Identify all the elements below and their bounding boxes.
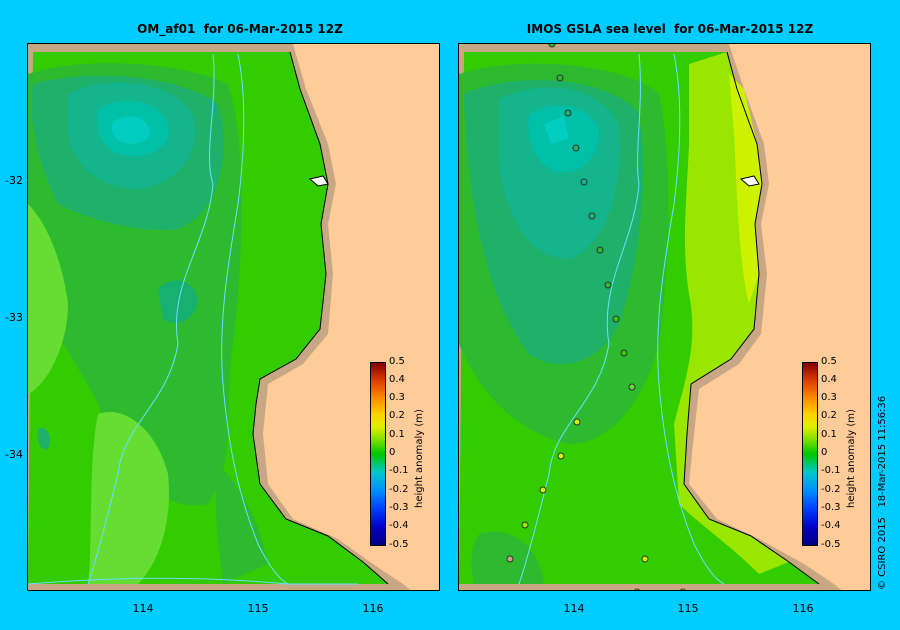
track-point — [521, 521, 529, 529]
contour-fill — [729, 74, 762, 304]
island — [308, 175, 329, 187]
colorbar-tick: -0.4 — [821, 520, 841, 531]
contour-fill — [544, 116, 569, 144]
bathymetry-line — [221, 53, 289, 585]
colorbar-tick: -0.1 — [389, 465, 409, 476]
bathymetry-line — [28, 577, 358, 585]
track-point — [557, 452, 565, 460]
contour-fill — [28, 204, 68, 394]
colorbar-tick: 0.1 — [821, 429, 837, 440]
track-point — [612, 315, 620, 323]
colorbar-tick: 0.1 — [389, 429, 405, 440]
colorbar-tick: 0.3 — [389, 392, 405, 403]
contour-fill — [37, 428, 50, 450]
colorbar-tick: 0 — [821, 447, 828, 458]
track-point — [556, 74, 564, 82]
track-point — [620, 349, 628, 357]
left-map-svg — [28, 44, 439, 590]
colorbar-label: height anomaly (m) — [846, 409, 857, 508]
track-point — [641, 555, 649, 563]
altimeter-track — [506, 44, 686, 590]
colorbar-tick: 0.5 — [821, 356, 837, 367]
track-point — [548, 44, 556, 48]
coastline — [683, 51, 820, 585]
colorbar-right — [802, 362, 818, 546]
colorbar-tick: 0.3 — [821, 392, 837, 403]
right-panel-title: IMOS GSLA sea level for 06-Mar-2015 12Z — [526, 22, 814, 36]
track-point — [564, 109, 572, 117]
colorbar-tick: -0.4 — [389, 520, 409, 531]
track-point — [572, 144, 580, 152]
right-map-svg — [459, 44, 870, 590]
track-point — [539, 486, 547, 494]
contour-fill — [215, 464, 268, 584]
colorbar-tick: -0.3 — [821, 502, 841, 513]
right-map-panel — [458, 43, 871, 591]
y-tick-label: -32 — [5, 174, 23, 187]
colorbar-left — [370, 362, 386, 546]
copyright-timestamp: © CSIRO 2015 18-Mar-2015 11:56:36 — [877, 395, 888, 590]
track-point — [680, 588, 686, 590]
colorbar-tick: -0.5 — [389, 539, 409, 550]
colorbar-tick: 0.5 — [389, 356, 405, 367]
x-tick-label: 116 — [362, 602, 384, 615]
track-point — [628, 383, 636, 391]
contour-fill — [88, 412, 169, 584]
bathymetry-line — [518, 53, 641, 585]
x-tick-label: 114 — [132, 602, 154, 615]
colorbar-tick: 0.2 — [389, 410, 405, 421]
y-tick-label: -34 — [5, 448, 23, 461]
colorbar-tick: -0.2 — [821, 484, 841, 495]
colorbar-tick: -0.3 — [389, 502, 409, 513]
colorbar-tick: 0 — [389, 447, 396, 458]
island — [739, 175, 760, 187]
colorbar-tick: -0.2 — [389, 484, 409, 495]
track-point — [596, 246, 604, 254]
y-tick-label: -33 — [5, 311, 23, 324]
track-point — [573, 418, 581, 426]
coastline — [252, 51, 389, 585]
x-tick-label: 116 — [792, 602, 814, 615]
track-point — [604, 281, 612, 289]
colorbar-tick: -0.1 — [821, 465, 841, 476]
left-panel-title: OM_af01 for 06-Mar-2015 12Z — [137, 22, 343, 36]
x-tick-label: 115 — [677, 602, 699, 615]
colorbar-tick: -0.5 — [821, 539, 841, 550]
contour-fill — [158, 280, 198, 323]
x-tick-label: 114 — [563, 602, 585, 615]
bathymetry-line — [87, 53, 215, 585]
colorbar-tick: 0.2 — [821, 410, 837, 421]
track-point — [580, 178, 588, 186]
left-map-panel — [27, 43, 440, 591]
colorbar-tick: 0.4 — [389, 374, 405, 385]
track-point — [634, 588, 640, 590]
colorbar-tick: 0.4 — [821, 374, 837, 385]
x-tick-label: 115 — [247, 602, 269, 615]
bathymetry-line — [657, 53, 725, 585]
contour-fill — [111, 116, 150, 144]
track-point — [588, 212, 596, 220]
colorbar-label: height anomaly (m) — [414, 409, 425, 508]
track-point — [506, 555, 514, 563]
